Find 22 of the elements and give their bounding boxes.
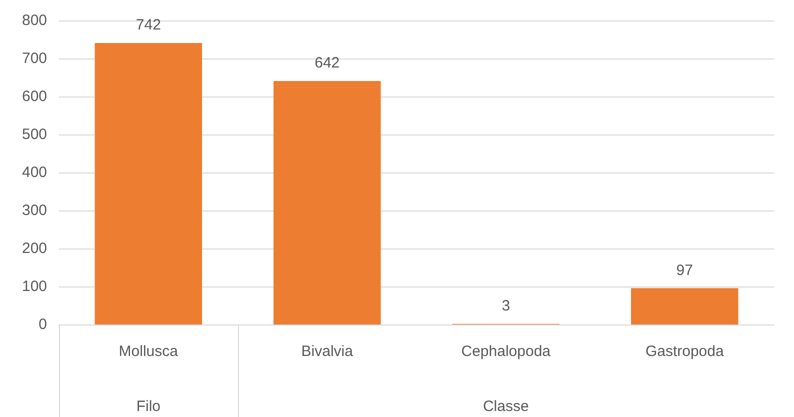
data-label: 742: [136, 16, 161, 34]
x-tick-label: Gastropoda: [645, 343, 724, 360]
text: Filo: [136, 398, 160, 416]
y-tick-label: 800: [22, 12, 48, 30]
data-label: 3: [502, 298, 510, 314]
data-label: 97: [676, 262, 693, 279]
x-tick-label: Cephalopoda: [461, 343, 552, 360]
y-tick-label: 700: [22, 50, 48, 68]
text: Classe: [482, 398, 529, 416]
y-tick-label: 300: [22, 202, 48, 220]
y-tick-label: 600: [22, 88, 48, 106]
y-tick-label: 400: [22, 164, 48, 182]
data-label: 642: [314, 54, 340, 72]
y-tick-label: 100: [22, 278, 48, 296]
x-tick-label: Bivalvia: [301, 343, 354, 360]
x-tick-label: Mollusca: [118, 343, 179, 360]
y-tick-label: 500: [22, 126, 48, 144]
bar: [631, 288, 738, 324]
bar: [274, 81, 381, 324]
bar: [94, 43, 202, 324]
y-tick-label: 0: [38, 316, 48, 334]
y-tick-label: 200: [22, 240, 48, 258]
